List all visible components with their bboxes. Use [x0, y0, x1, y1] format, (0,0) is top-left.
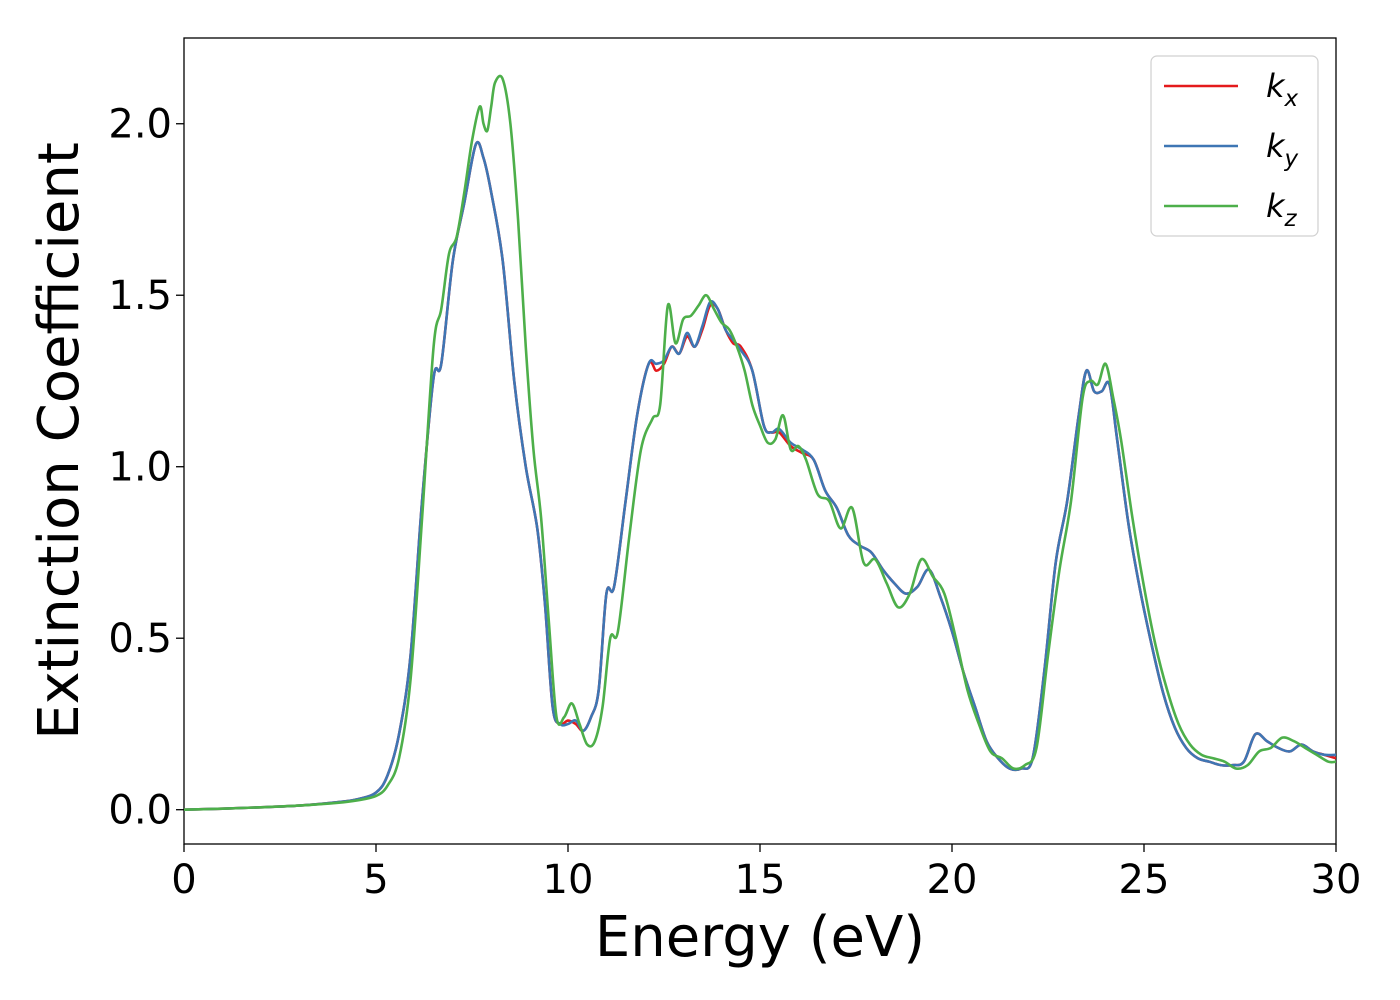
x-tick-label: 25 — [1119, 857, 1170, 903]
legend-items: kx ky kz — [1164, 67, 1299, 232]
y-tick-label: 2.0 — [108, 102, 172, 148]
legend-label-ky: ky — [1266, 127, 1299, 172]
plot-frame — [183, 37, 1337, 845]
y-tick-label: 0.0 — [108, 788, 172, 834]
y-axis-title: Extinction Coefficient — [27, 142, 92, 740]
x-tick-label: 15 — [735, 857, 786, 903]
y-tick-label: 1.0 — [108, 445, 172, 491]
series-line-kz — [184, 74, 1336, 811]
plot-area — [183, 37, 1337, 845]
legend-label-kz: kz — [1266, 187, 1298, 232]
legend-label-kx: kx — [1266, 67, 1299, 112]
x-tick-label: 20 — [927, 857, 978, 903]
y-axis-ticks: 0.0 0.5 1.0 1.5 2.0 — [108, 102, 184, 834]
y-tick-label: 0.5 — [108, 616, 172, 662]
x-tick-label: 10 — [543, 857, 594, 903]
x-axis-ticks: 0 5 10 15 20 25 30 — [171, 844, 1361, 903]
y-tick-label: 1.5 — [108, 273, 172, 319]
x-tick-label: 0 — [171, 857, 196, 903]
x-axis-title: Energy (eV) — [595, 905, 925, 970]
x-tick-label: 5 — [363, 857, 388, 903]
series-lines — [184, 74, 1336, 811]
legend: kx ky kz — [1150, 55, 1319, 237]
series-line-ky — [184, 140, 1336, 811]
x-tick-label: 30 — [1311, 857, 1362, 903]
